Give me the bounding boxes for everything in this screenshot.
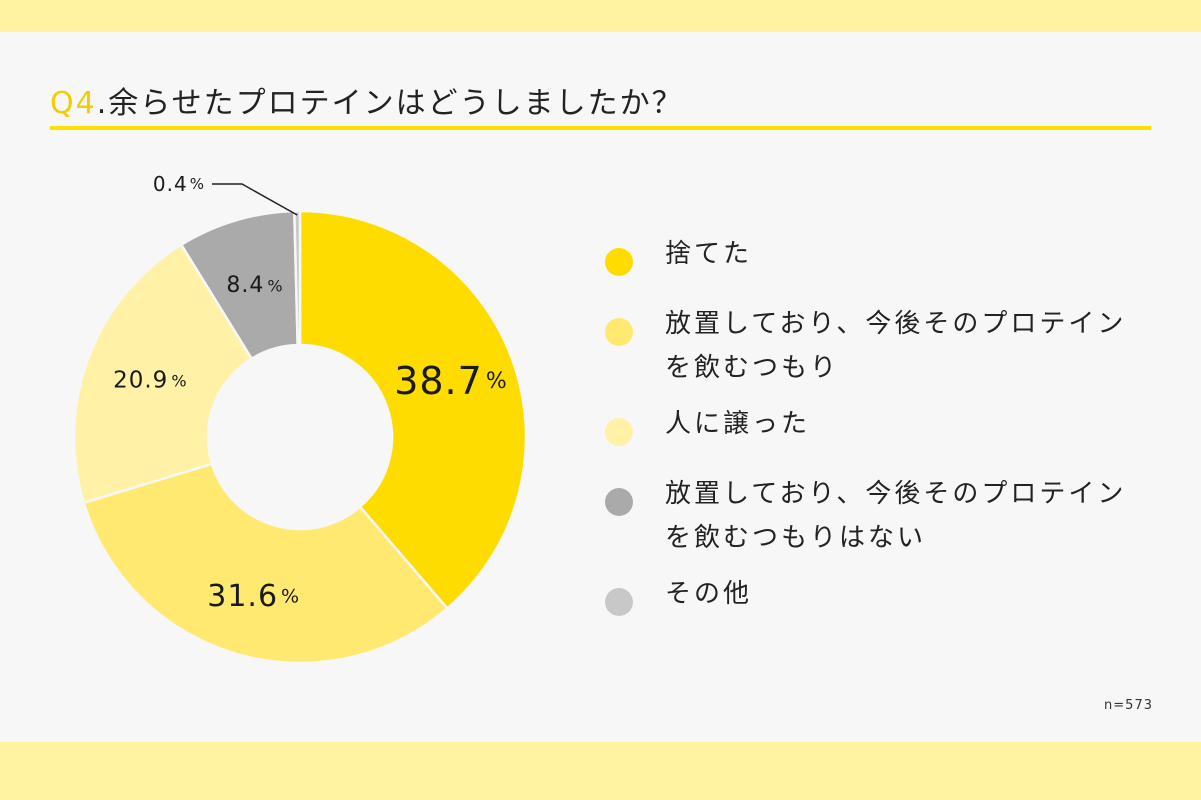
legend-swatch (605, 488, 633, 516)
legend-label: 放置しており、今後そのプロテインを飲むつもり (665, 309, 1127, 383)
bottom-band (0, 742, 1201, 800)
slice-value-label-3: 20.9% (113, 367, 187, 393)
slice-value-label-5: 0.4% (153, 172, 205, 196)
sample-size-note: n=573 (1104, 698, 1153, 713)
donut-slice-3 (72, 242, 254, 505)
legend-label: その他 (665, 579, 753, 609)
legend-swatch (605, 418, 633, 446)
legend-label: 捨てた (665, 239, 753, 269)
legend-label: 放置しており、今後そのプロテインを飲むつもりはない (665, 479, 1127, 553)
top-band (0, 0, 1201, 32)
title-underline (50, 126, 1151, 130)
slice-value-label-4: 8.4% (226, 273, 283, 298)
donut-slice-5 (293, 209, 302, 347)
question-text: .余らせたプロテインはどうしましたか？ (96, 86, 684, 121)
question-number: Q4 (50, 86, 97, 121)
legend-swatch (605, 248, 633, 276)
legend-label: 人に譲った (665, 409, 811, 439)
donut-slice-2 (82, 462, 450, 665)
donut-slice-1 (298, 209, 528, 611)
page-title: Q4.余らせたプロテインはどうしましたか？ (50, 78, 684, 122)
legend-swatch (605, 318, 633, 346)
leader-line (212, 183, 298, 216)
legend-swatch (605, 588, 633, 616)
